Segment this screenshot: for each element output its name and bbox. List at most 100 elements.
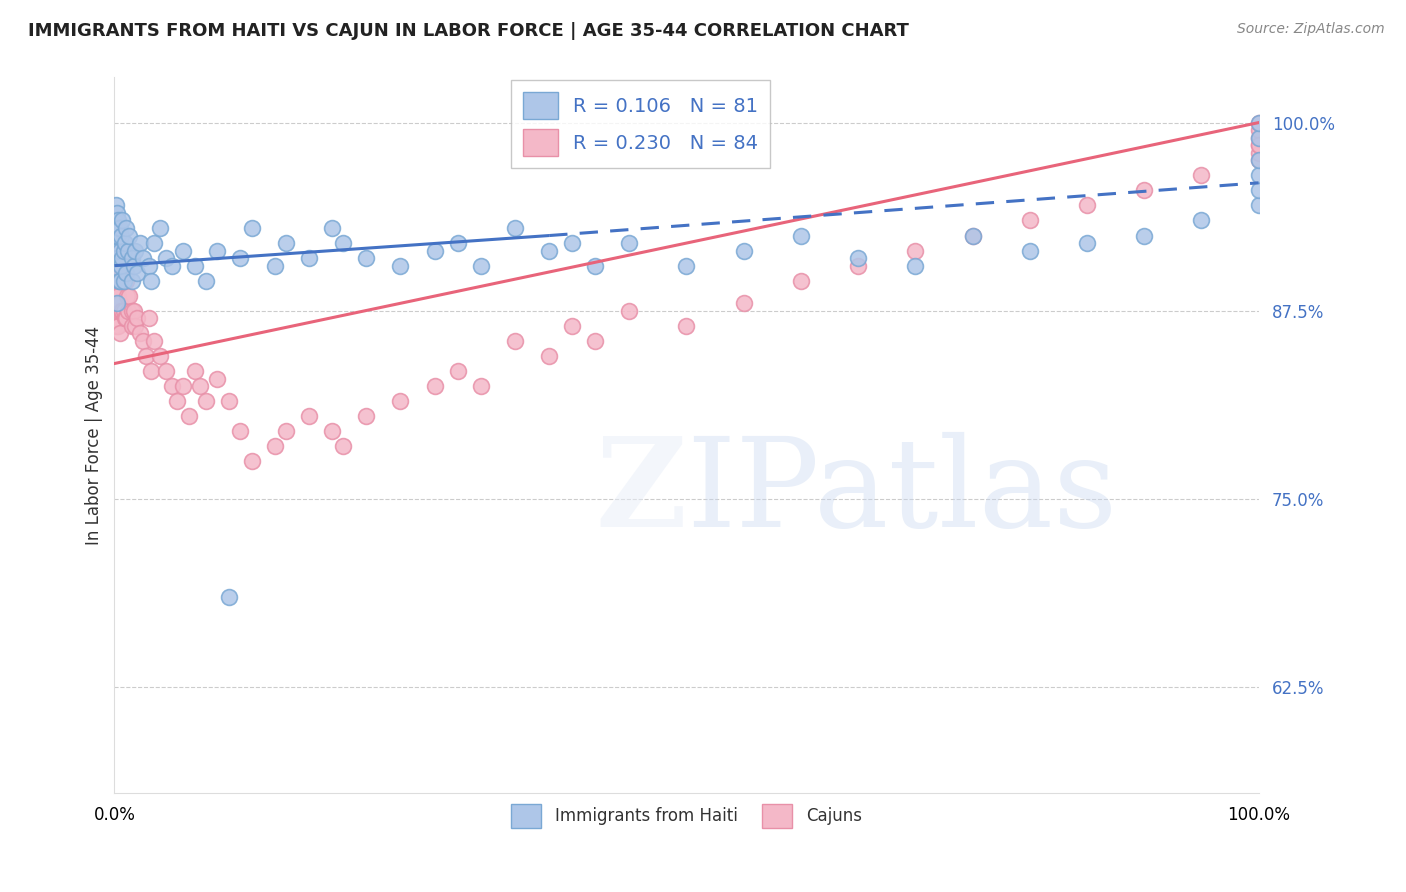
Point	[321, 221, 343, 235]
Point	[274, 425, 297, 439]
Point	[538, 349, 561, 363]
Point	[112, 274, 135, 288]
Point	[733, 244, 755, 258]
Point	[1247, 153, 1270, 168]
Point	[103, 244, 125, 258]
Point	[619, 235, 641, 250]
Point	[298, 409, 321, 424]
Point	[619, 303, 641, 318]
Point	[108, 274, 131, 288]
Point	[103, 318, 125, 333]
Point	[218, 394, 240, 409]
Point	[115, 311, 138, 326]
Point	[143, 334, 166, 348]
Point	[503, 334, 526, 348]
Point	[538, 244, 561, 258]
Point	[1076, 235, 1098, 250]
Point	[240, 454, 263, 468]
Point	[127, 266, 149, 280]
Point	[108, 274, 131, 288]
Point	[298, 251, 321, 265]
Point	[354, 409, 377, 424]
Point	[107, 318, 129, 333]
Point	[229, 251, 252, 265]
Y-axis label: In Labor Force | Age 35-44: In Labor Force | Age 35-44	[86, 326, 103, 545]
Point	[114, 311, 136, 326]
Point	[172, 379, 194, 393]
Point	[107, 266, 129, 280]
Point	[1247, 130, 1270, 145]
Point	[108, 221, 131, 235]
Point	[1247, 138, 1270, 153]
Point	[904, 259, 927, 273]
Point	[111, 251, 134, 265]
Point	[103, 289, 125, 303]
Point	[132, 334, 155, 348]
Point	[354, 251, 377, 265]
Point	[183, 364, 205, 378]
Point	[1247, 145, 1270, 160]
Point	[1247, 138, 1270, 153]
Point	[104, 281, 127, 295]
Point	[470, 259, 492, 273]
Point	[423, 244, 446, 258]
Point	[118, 289, 141, 303]
Point	[139, 274, 162, 288]
Point	[104, 228, 127, 243]
Point	[107, 213, 129, 227]
Legend: Immigrants from Haiti, Cajuns: Immigrants from Haiti, Cajuns	[505, 797, 869, 834]
Point	[1133, 228, 1156, 243]
Point	[121, 303, 143, 318]
Point	[846, 251, 869, 265]
Point	[135, 349, 157, 363]
Point	[675, 318, 697, 333]
Point	[105, 206, 128, 220]
Text: Source: ZipAtlas.com: Source: ZipAtlas.com	[1237, 22, 1385, 37]
Point	[108, 326, 131, 341]
Point	[1076, 198, 1098, 212]
Point	[105, 244, 128, 258]
Point	[121, 274, 143, 288]
Point	[110, 228, 132, 243]
Point	[108, 259, 131, 273]
Point	[1247, 123, 1270, 137]
Point	[1018, 244, 1040, 258]
Point	[155, 364, 177, 378]
Point	[263, 259, 285, 273]
Text: IMMIGRANTS FROM HAITI VS CAJUN IN LABOR FORCE | AGE 35-44 CORRELATION CHART: IMMIGRANTS FROM HAITI VS CAJUN IN LABOR …	[28, 22, 910, 40]
Point	[104, 251, 127, 265]
Point	[122, 259, 145, 273]
Point	[104, 198, 127, 212]
Point	[105, 289, 128, 303]
Point	[103, 213, 125, 227]
Point	[1189, 213, 1212, 227]
Point	[110, 274, 132, 288]
Point	[108, 259, 131, 273]
Point	[846, 259, 869, 273]
Point	[194, 274, 217, 288]
Point	[127, 311, 149, 326]
Point	[128, 326, 150, 341]
Point	[962, 228, 984, 243]
Point	[207, 371, 229, 385]
Point	[389, 394, 412, 409]
Point	[107, 228, 129, 243]
Point	[114, 235, 136, 250]
Point	[128, 235, 150, 250]
Point	[1018, 213, 1040, 227]
Point	[733, 296, 755, 310]
Point	[447, 235, 470, 250]
Point	[124, 244, 146, 258]
Point	[111, 213, 134, 227]
Point	[470, 379, 492, 393]
Point	[962, 228, 984, 243]
Point	[138, 259, 160, 273]
Point	[112, 303, 135, 318]
Point	[183, 259, 205, 273]
Point	[904, 244, 927, 258]
Point	[124, 318, 146, 333]
Point	[110, 303, 132, 318]
Point	[117, 244, 139, 258]
Point	[107, 266, 129, 280]
Point	[1247, 130, 1270, 145]
